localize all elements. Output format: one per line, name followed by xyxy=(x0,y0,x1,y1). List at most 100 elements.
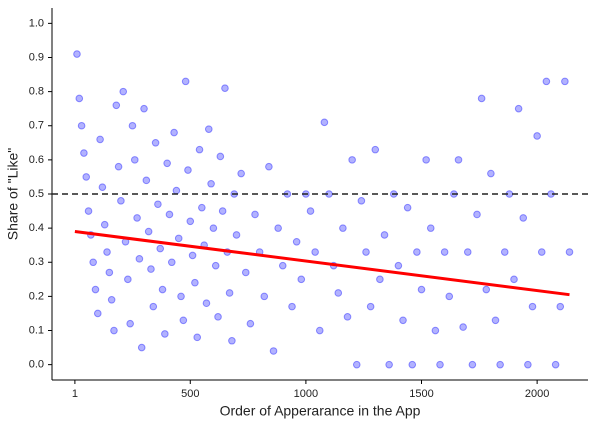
point xyxy=(320,118,329,127)
point xyxy=(431,326,440,335)
point xyxy=(170,128,178,137)
trend-line xyxy=(74,230,570,297)
point xyxy=(422,156,430,164)
point xyxy=(128,121,137,130)
point xyxy=(413,248,421,256)
point xyxy=(561,77,569,86)
y-axis-label: Share of "Like" xyxy=(5,148,21,240)
point xyxy=(172,186,181,195)
point xyxy=(440,248,449,256)
point xyxy=(436,360,444,369)
y-tick-label: 0.1 xyxy=(29,324,44,336)
y-tick-label: 0.8 xyxy=(29,86,44,98)
point xyxy=(265,162,273,171)
point xyxy=(174,234,183,243)
point xyxy=(339,224,347,232)
point xyxy=(181,77,190,86)
x-tick-label: 500 xyxy=(181,388,199,400)
point xyxy=(149,302,158,311)
point xyxy=(556,302,565,311)
point xyxy=(408,360,417,369)
point xyxy=(135,255,144,263)
point xyxy=(156,244,165,253)
point xyxy=(77,121,86,130)
point xyxy=(147,265,155,273)
point xyxy=(528,302,537,311)
y-tick-label: 0.6 xyxy=(29,154,44,166)
point xyxy=(133,214,141,222)
point xyxy=(260,292,269,301)
point xyxy=(551,360,560,369)
point xyxy=(403,203,412,212)
point xyxy=(82,173,91,181)
point xyxy=(357,197,366,205)
y-tick-label: 0.5 xyxy=(29,188,44,200)
y-tick-label: 0.3 xyxy=(29,256,44,268)
point xyxy=(96,135,104,144)
point xyxy=(103,248,111,256)
point xyxy=(114,162,123,171)
point xyxy=(334,289,343,297)
x-axis-label: Order of Apperarance in the App xyxy=(220,403,421,419)
point xyxy=(473,210,481,219)
point xyxy=(163,159,171,168)
point xyxy=(198,203,206,212)
point xyxy=(514,104,523,113)
point xyxy=(191,278,199,287)
point xyxy=(225,289,234,297)
point xyxy=(161,330,169,338)
point xyxy=(154,200,162,209)
point xyxy=(107,295,116,304)
point xyxy=(216,152,225,161)
point xyxy=(188,251,197,260)
y-tick-label: 0.4 xyxy=(29,222,44,234)
point xyxy=(142,176,151,185)
point xyxy=(167,258,176,267)
point xyxy=(500,248,509,256)
y-tick-label: 0.9 xyxy=(29,51,44,63)
point xyxy=(537,248,546,256)
point xyxy=(366,302,375,311)
point xyxy=(343,313,352,321)
point xyxy=(315,326,324,335)
point xyxy=(73,50,81,58)
point xyxy=(468,360,477,369)
point xyxy=(89,258,97,267)
point xyxy=(98,183,107,191)
point xyxy=(241,268,250,277)
point xyxy=(510,275,518,284)
point xyxy=(186,217,195,226)
point xyxy=(482,285,491,294)
point xyxy=(207,179,215,188)
point xyxy=(158,285,167,294)
y-tick-label: 0.2 xyxy=(29,290,44,302)
point xyxy=(288,302,296,311)
point xyxy=(80,149,88,157)
point xyxy=(278,261,287,270)
x-tick-label: 2000 xyxy=(525,388,549,400)
point xyxy=(246,319,255,328)
point xyxy=(463,248,472,256)
point xyxy=(348,156,356,164)
y-tick-label: 1.0 xyxy=(29,17,44,29)
point xyxy=(251,210,259,219)
point xyxy=(75,94,84,103)
point xyxy=(232,231,241,239)
point xyxy=(184,166,192,174)
point xyxy=(105,268,114,277)
point xyxy=(394,261,403,270)
point xyxy=(130,156,139,164)
point xyxy=(84,207,93,215)
point xyxy=(117,197,125,205)
point xyxy=(426,224,435,232)
point xyxy=(179,316,188,325)
point xyxy=(352,360,361,369)
point xyxy=(496,360,504,369)
point xyxy=(177,292,185,301)
point xyxy=(376,275,384,284)
point xyxy=(119,87,128,96)
y-tick-label: 0.0 xyxy=(29,359,44,371)
point xyxy=(211,261,220,270)
